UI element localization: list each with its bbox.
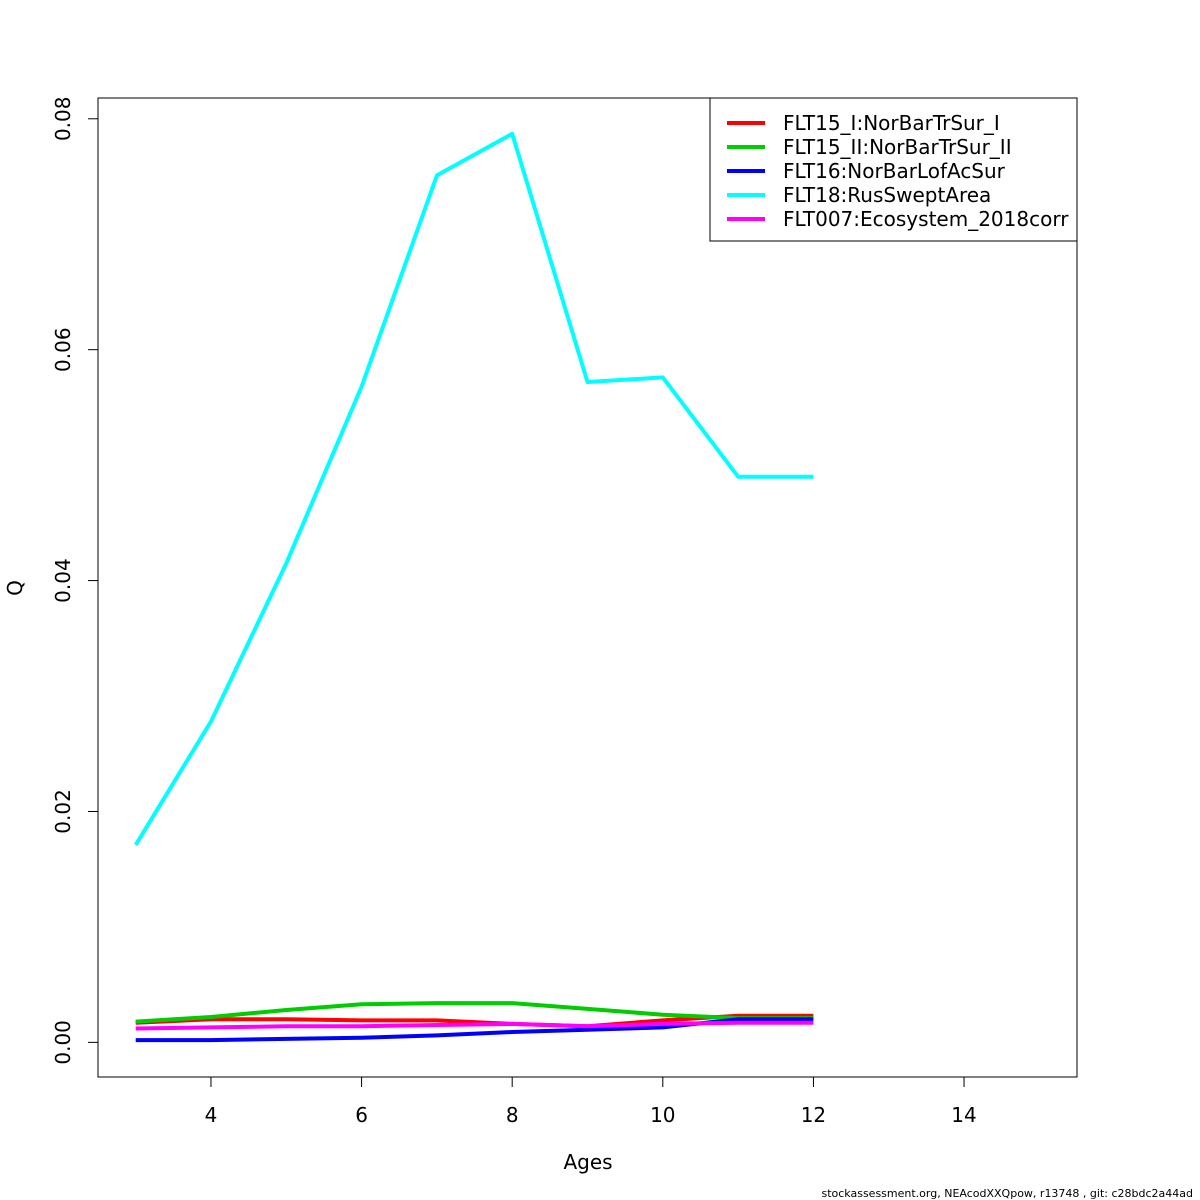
y-axis: 0.00 0.02 0.04 0.06 0.08	[51, 97, 99, 1065]
x-axis-title: Ages	[563, 1150, 612, 1174]
y-tick-label: 0.06	[51, 327, 75, 372]
legend-label: FLT15_I:NorBarTrSur_I	[783, 111, 1000, 135]
series-line-4	[135, 1020, 814, 1031]
series-line-3	[133, 131, 814, 846]
legend-label: FLT007:Ecosystem_2018corr	[783, 207, 1069, 231]
footer-credit: stockassessment.org, NEAcodXXQpow, r1374…	[821, 1187, 1193, 1200]
y-tick-label: 0.00	[51, 1020, 75, 1065]
series-line-1	[135, 1001, 814, 1024]
x-tick-label: 12	[801, 1103, 826, 1127]
legend-label: FLT16:NorBarLofAcSur	[783, 159, 1006, 183]
x-tick-label: 8	[506, 1103, 519, 1127]
x-tick-label: 10	[650, 1103, 675, 1127]
plot-frame	[97, 97, 1078, 1078]
y-tick-label: 0.08	[51, 97, 75, 142]
y-axis-title: Q	[3, 580, 27, 596]
x-tick-label: 4	[205, 1103, 218, 1127]
legend: FLT15_I:NorBarTrSur_IFLT15_II:NorBarTrSu…	[709, 97, 1078, 242]
legend-label: FLT18:RusSweptArea	[783, 183, 991, 207]
y-tick-label: 0.02	[51, 789, 75, 834]
x-tick-label: 14	[951, 1103, 976, 1127]
series-lines	[133, 131, 814, 1043]
x-axis: 4 6 8 10 12 14	[205, 1076, 977, 1127]
x-tick-label: 6	[355, 1103, 368, 1127]
legend-box	[709, 97, 1078, 242]
legend-label: FLT15_II:NorBarTrSur_II	[783, 135, 1012, 159]
y-tick-label: 0.04	[51, 558, 75, 603]
